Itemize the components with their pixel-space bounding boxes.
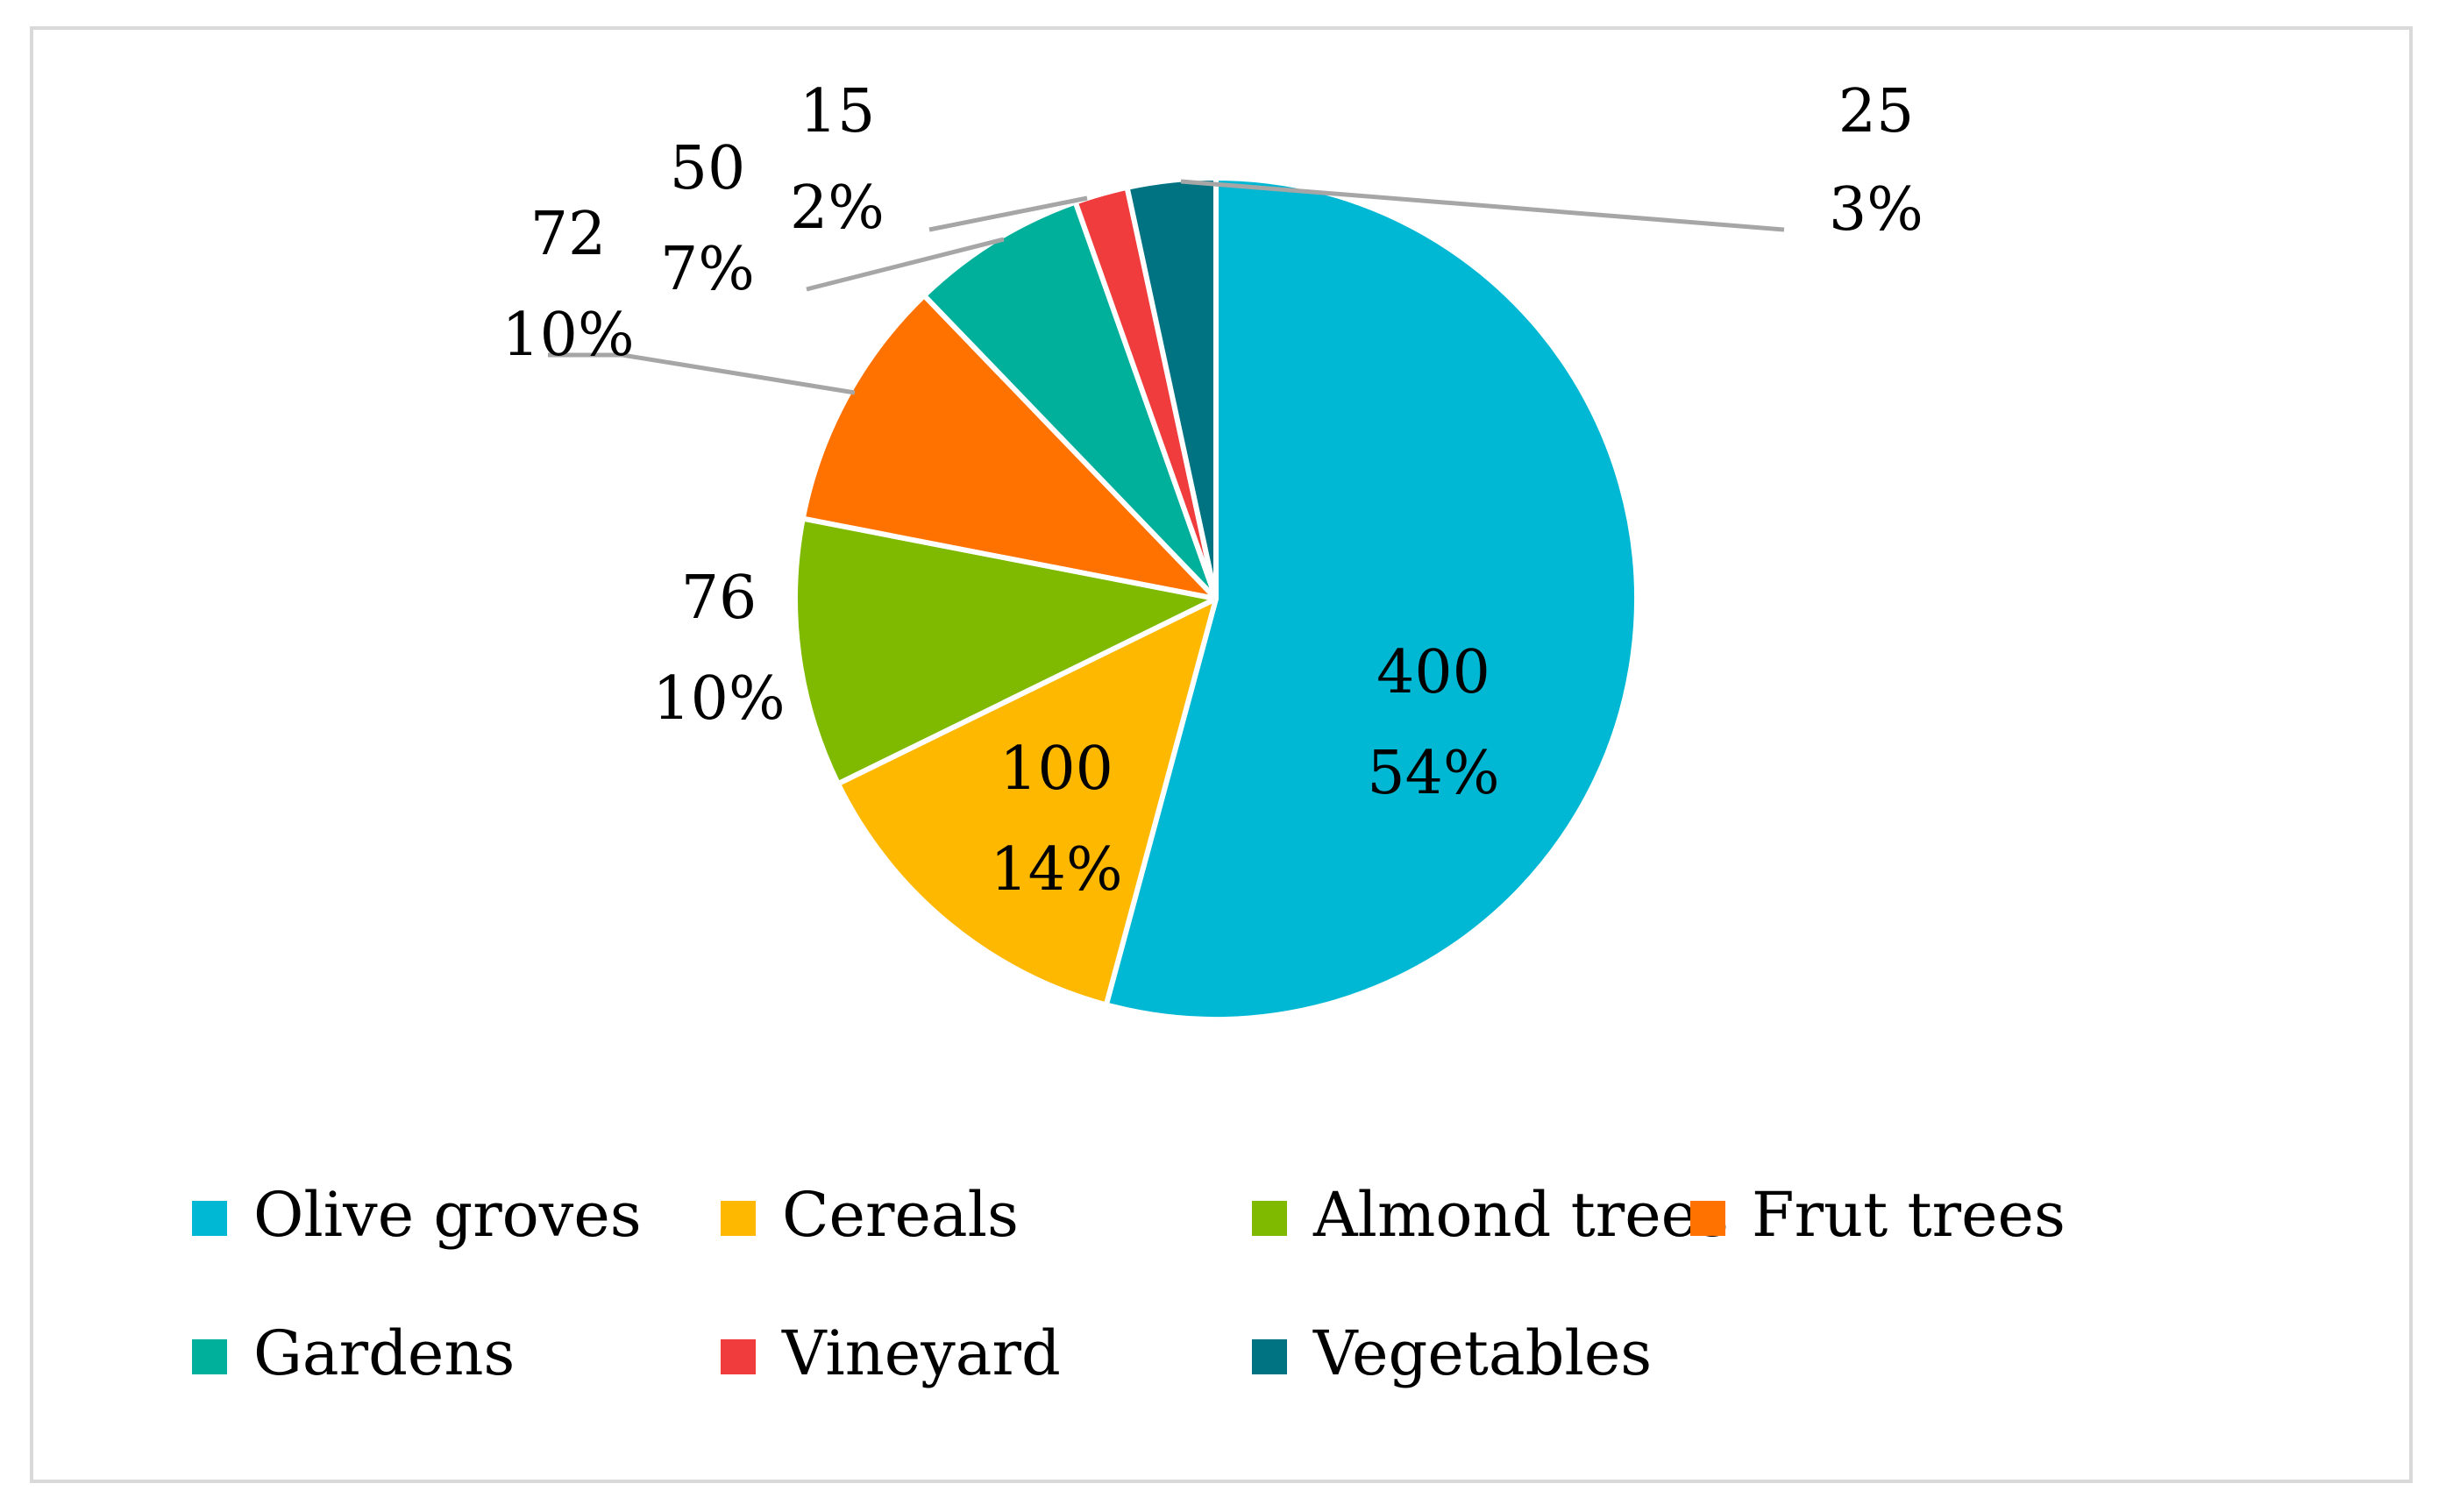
pie-slices <box>793 175 1639 1022</box>
legend-swatch-olive-groves <box>192 1201 227 1236</box>
legend-swatch-frut-trees <box>1690 1201 1725 1236</box>
legend-swatch-vineyard <box>721 1339 756 1374</box>
leader-line-vegetables <box>1180 179 1785 232</box>
legend-swatch-almond-trees <box>1252 1201 1287 1236</box>
pie-slice-almond-trees <box>793 515 1219 787</box>
legend-swatch-cereals <box>721 1201 756 1236</box>
legend-swatch-gardens <box>192 1339 227 1374</box>
legend: Olive groves Cereals Almond trees Frut tree… <box>192 1179 2066 1389</box>
legend-label-frut-trees: Frut trees <box>1752 1179 2066 1251</box>
legend-label-vegetables: Vegetables <box>1312 1317 1652 1389</box>
value-label-gardens: 50 <box>670 134 746 203</box>
data-labels: 400 54% 100 14% 76 10% 72 10% 50 7% 15 2% 25 3% <box>501 77 1923 905</box>
legend-label-cereals: Cereals <box>782 1179 1019 1251</box>
pie-slice-cereals <box>835 596 1219 1008</box>
percent-label-vegetables: 3% <box>1829 175 1923 245</box>
value-label-cereals: 100 <box>999 735 1113 804</box>
pie-slice-vegetables <box>1124 175 1219 601</box>
leader-line-gardens <box>806 237 1005 292</box>
percent-label-gardens: 7% <box>660 235 755 304</box>
legend-label-vineyard: Vineyard <box>781 1317 1061 1389</box>
value-label-almond-trees: 76 <box>681 564 757 633</box>
pie-slice-frut-trees <box>800 293 1219 601</box>
percent-label-almond-trees: 10% <box>652 664 785 734</box>
value-label-vineyard: 15 <box>800 77 876 146</box>
value-label-frut-trees: 72 <box>530 200 607 269</box>
percent-label-olive-groves: 54% <box>1367 739 1499 808</box>
percent-label-vineyard: 2% <box>790 174 885 243</box>
value-label-olive-groves: 400 <box>1376 638 1490 707</box>
leader-line-frut-trees <box>548 352 856 395</box>
legend-label-gardens: Gardens <box>253 1317 515 1389</box>
legend-label-almond-trees: Almond trees <box>1312 1179 1729 1251</box>
percent-label-cereals: 14% <box>990 835 1122 905</box>
percent-label-frut-trees: 10% <box>501 301 634 370</box>
leader-line-vineyard <box>928 195 1088 232</box>
value-label-vegetables: 25 <box>1838 77 1915 146</box>
legend-swatch-vegetables <box>1252 1339 1287 1374</box>
pie-slice-olive-groves <box>1103 175 1639 1022</box>
legend-label-olive-groves: Olive groves <box>253 1179 642 1251</box>
leader-lines <box>548 179 1785 395</box>
